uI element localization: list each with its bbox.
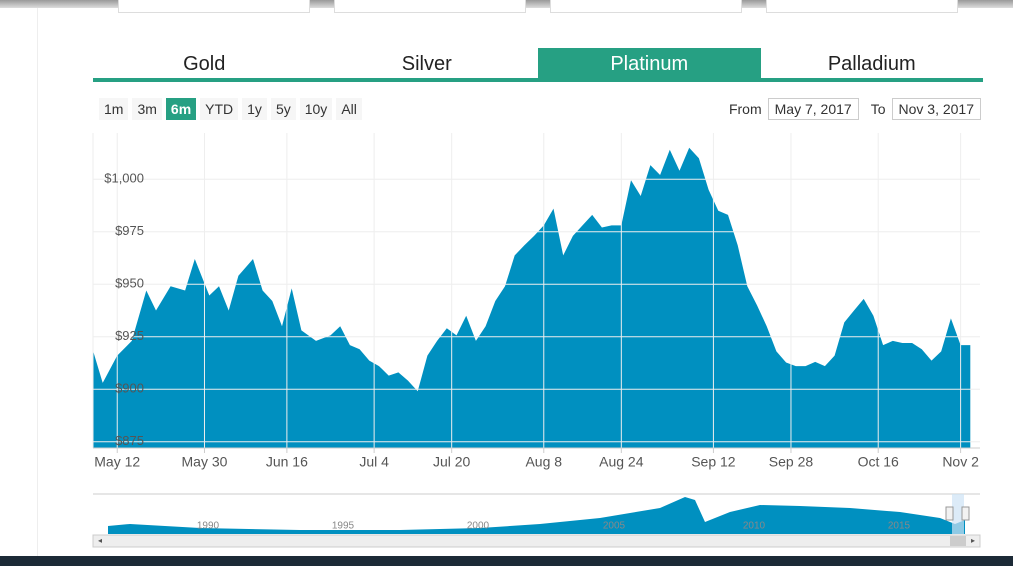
x-tick-label: May 12 [94,454,140,470]
navigator-label: 2010 [743,521,766,532]
range-button[interactable]: 10y [299,98,333,120]
x-tick-label: Sep 12 [691,454,736,470]
x-tick-label: Nov 2 [942,454,979,470]
metal-tabs: Gold Silver Platinum Palladium [93,48,983,82]
range-button[interactable]: 3m [132,98,162,120]
y-tick-label: $875 [115,433,144,448]
from-input[interactable]: May 7, 2017 [767,98,859,120]
y-tick-label: $950 [115,276,144,291]
range-button[interactable]: 1y [242,98,267,120]
top-box [334,0,526,13]
metal-tab[interactable]: Gold [183,53,226,75]
metal-tab[interactable]: Silver [401,53,452,75]
navigator-handle[interactable] [961,506,970,521]
x-tick-label: Jul 4 [359,454,389,470]
x-tick-label: Jun 16 [266,454,308,470]
y-tick-label: $1,000 [104,171,144,186]
top-box [118,0,310,13]
navigator-label: 2015 [888,521,911,532]
scrollbar-thumb[interactable] [950,536,966,546]
navigator-label: 2005 [603,521,626,532]
navigator-label: 2000 [467,521,490,532]
range-button[interactable]: 6m [165,98,197,120]
scroll-left[interactable]: ◂ [98,536,102,545]
from-label: From [728,101,762,117]
navigator: ◂ ▸ [92,493,981,548]
range-button[interactable]: All [336,98,362,120]
top-box [766,0,958,13]
to-input[interactable]: Nov 3, 2017 [891,98,981,120]
x-tick-label: Jul 20 [433,454,471,470]
metal-tab[interactable]: Palladium [827,53,916,75]
x-tick-label: Aug 8 [525,454,562,470]
x-tick-label: May 30 [182,454,228,470]
navigator-handle[interactable] [945,506,954,521]
to-label: To [870,101,886,117]
range-button[interactable]: 1m [99,98,129,120]
range-button[interactable]: 5y [270,98,296,120]
x-tick-label: Oct 16 [858,454,899,470]
navigator-window[interactable] [952,494,964,534]
range-button[interactable]: YTD [200,98,239,120]
x-tick-label: Aug 24 [599,454,644,470]
navigator-label: 1995 [332,521,355,532]
y-tick-label: $925 [115,328,144,343]
price-area [93,147,971,448]
y-tick-label: $975 [115,223,144,238]
sidebar-border [37,8,38,556]
navigator-area [108,497,965,534]
plot [93,147,971,448]
scroll-right[interactable]: ▸ [971,536,975,545]
metal-tab[interactable]: Platinum [538,48,761,78]
y-tick-label: $900 [115,381,144,396]
date-range: From May 7, 2017 To Nov 3, 2017 [729,98,981,120]
bottom-bar [0,556,1013,566]
top-box [550,0,742,13]
scrollbar-track[interactable] [92,534,981,548]
x-tick-label: Sep 28 [769,454,814,470]
range-selector: 1m 3m 6m YTD 1y 5y 10y All [99,98,362,120]
navigator-label: 1990 [197,521,220,532]
